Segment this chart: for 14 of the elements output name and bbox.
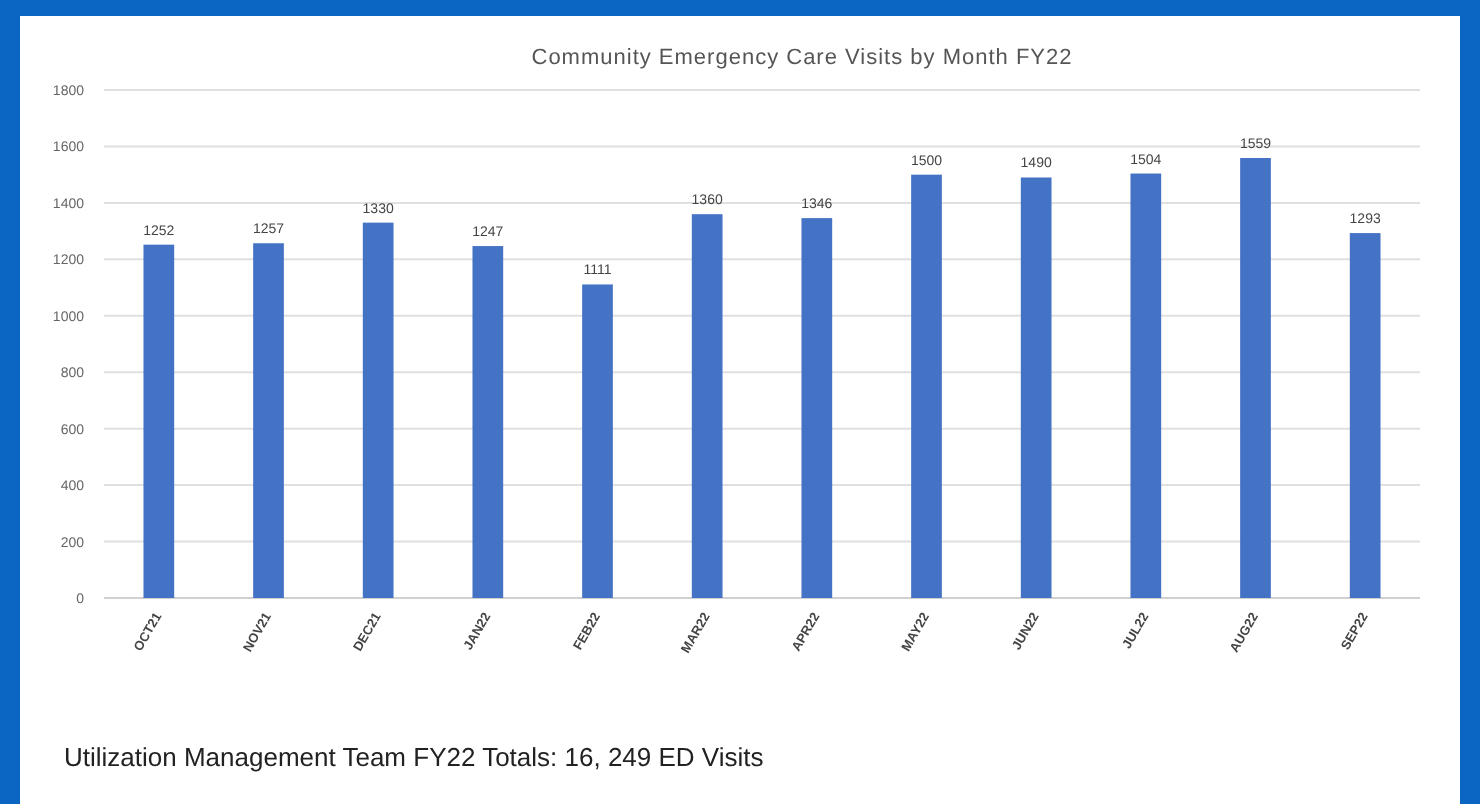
bar [472, 246, 504, 598]
bar [1240, 158, 1271, 598]
bar [691, 214, 723, 598]
chart-title: Community Emergency Care Visits by Month FY22 [531, 46, 1073, 70]
bar [1020, 177, 1052, 598]
bar [253, 243, 284, 598]
bar [582, 284, 613, 598]
bar [1130, 173, 1162, 598]
bar [143, 244, 175, 598]
bar [911, 174, 942, 598]
bar [1349, 233, 1381, 598]
text: Utilization Management Team FY22 Totals: 16, 249 ED Visits [64, 742, 765, 772]
bar [801, 218, 833, 598]
bar [362, 222, 394, 598]
